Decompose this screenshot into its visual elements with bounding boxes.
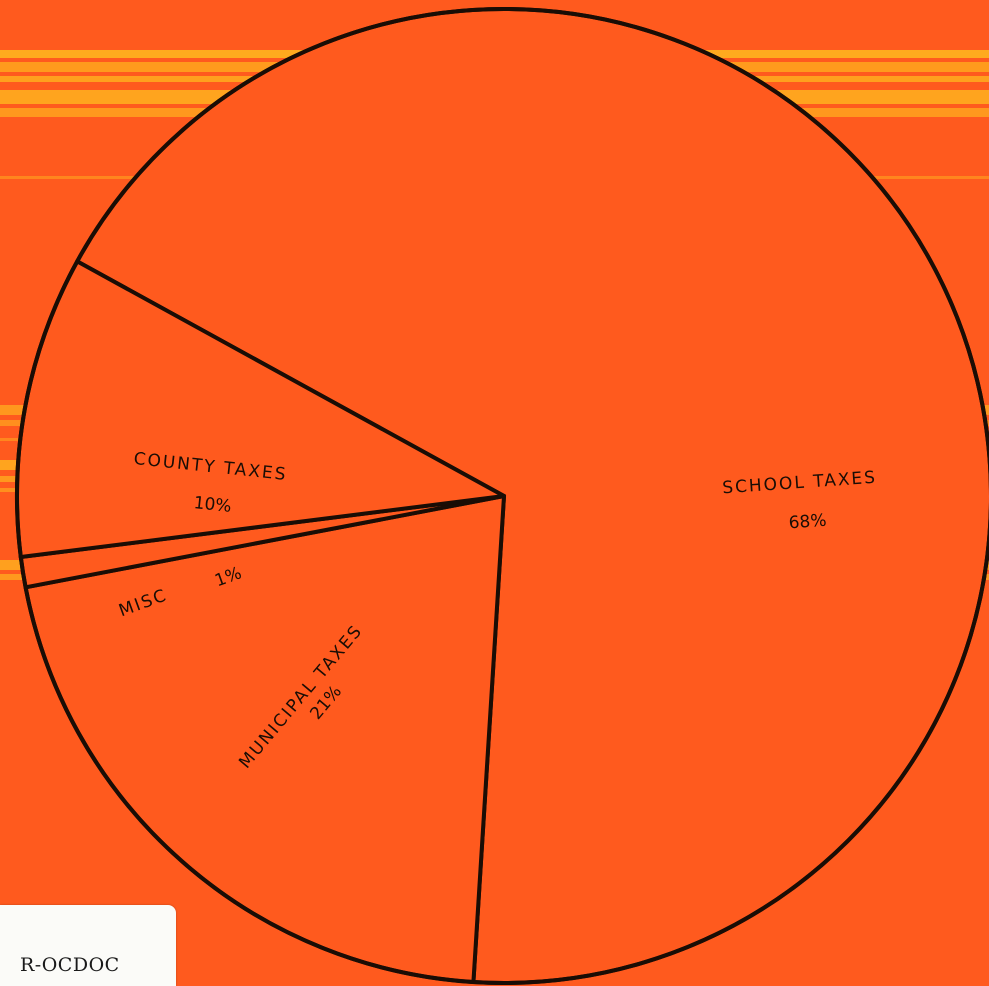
pie-outline: [15, 7, 989, 985]
slice-value-county-taxes: 10%: [193, 493, 233, 517]
pie-slices: [15, 7, 989, 985]
slice-value-school-taxes: 68%: [788, 511, 827, 534]
library-sticker: R-OCDOC: [0, 905, 176, 986]
library-sticker-text: R-OCDOC: [20, 954, 120, 976]
